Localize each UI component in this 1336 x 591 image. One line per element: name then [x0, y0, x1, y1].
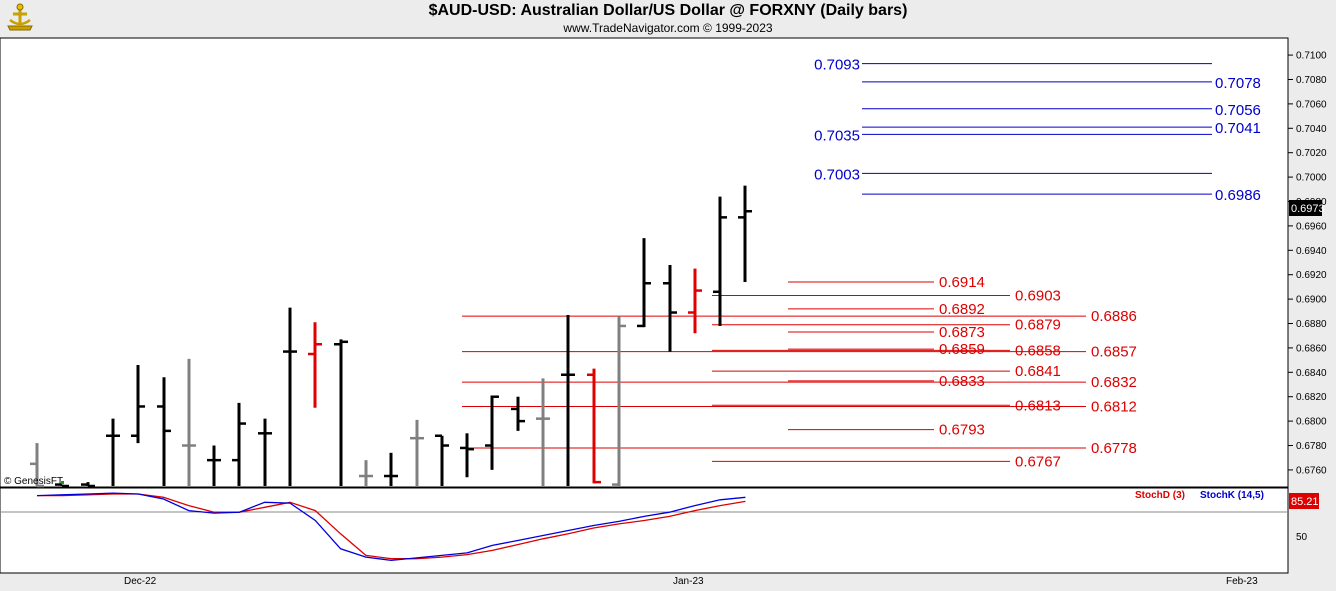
red-level-label: 0.6859: [939, 341, 985, 358]
x-label-feb23: Feb-23: [1226, 576, 1258, 587]
red-level-label: 0.6767: [1015, 453, 1061, 470]
navigator-logo-icon: [7, 3, 33, 31]
price-tick-label: 0.6880: [1296, 319, 1327, 330]
red-level-label: 0.6857: [1091, 344, 1137, 361]
price-tick-label: 0.7020: [1296, 148, 1327, 159]
red-level-label: 0.6813: [1015, 397, 1061, 414]
price-tick-label: 0.6920: [1296, 270, 1327, 281]
price-tick-label: 0.6960: [1296, 221, 1327, 232]
stochk-line: [36, 492, 746, 562]
red-level-label: 0.6886: [1091, 308, 1137, 325]
red-level-label: 0.6873: [939, 324, 985, 341]
stochastic-layer: [36, 492, 746, 562]
indicator-last-label: 85.21: [1291, 496, 1319, 508]
chart-header: $AUD-USD: Australian Dollar/US Dollar @ …: [0, 0, 1336, 38]
price-tick-label: 0.6860: [1296, 343, 1327, 354]
blue-level-label: 0.7041: [1215, 120, 1261, 137]
red-level-label: 0.6903: [1015, 287, 1061, 304]
price-tick-label: 0.6800: [1296, 417, 1327, 428]
red-level-label: 0.6812: [1091, 398, 1137, 415]
price-tick-label: 0.6840: [1296, 368, 1327, 379]
chart-subtitle: www.TradeNavigator.com © 1999-2023: [563, 21, 773, 35]
stochk-label: StochK (14,5): [1200, 490, 1264, 501]
price-tick-label: 0.7000: [1296, 173, 1327, 184]
red-level-label: 0.6892: [939, 301, 985, 318]
red-level-label: 0.6879: [1015, 317, 1061, 334]
price-tick-label: 0.6780: [1296, 441, 1327, 452]
price-tick-label: 0.6900: [1296, 295, 1327, 306]
blue-level-label: 0.7056: [1215, 102, 1261, 119]
watermark-dot: [61, 481, 64, 484]
red-level-label: 0.6858: [1015, 342, 1061, 359]
x-label-dec22: Dec-22: [124, 576, 157, 587]
red-level-label: 0.6793: [939, 422, 985, 439]
price-tick-label: 0.6760: [1296, 465, 1327, 476]
red-level-label: 0.6833: [939, 373, 985, 390]
price-tick-label: 0.6820: [1296, 392, 1327, 403]
blue-level-label: 0.7035: [814, 127, 860, 144]
indicator-tick-50: 50: [1296, 532, 1308, 543]
last-price-marker: [1289, 200, 1322, 216]
x-label-jan23: Jan-23: [673, 576, 704, 587]
blue-level-label: 0.7078: [1215, 75, 1261, 92]
indicator-last-marker: [1289, 493, 1319, 509]
red-level-label: 0.6778: [1091, 440, 1137, 457]
red-level-label: 0.6832: [1091, 374, 1137, 391]
bars-layer: [30, 185, 752, 488]
price-tick-label: 0.7100: [1296, 51, 1327, 62]
watermark: © GenesisFT: [4, 476, 63, 487]
stochd-line: [37, 493, 746, 560]
price-tick-label: 0.7040: [1296, 124, 1327, 135]
blue-level-label: 0.6986: [1215, 187, 1261, 204]
last-price-label: 0.6973: [1291, 203, 1325, 215]
indicator-panel: [0, 487, 1289, 574]
price-tick-label: 0.7060: [1296, 99, 1327, 110]
price-axis: [1289, 38, 1336, 573]
blue-level-label: 0.7093: [814, 57, 860, 74]
red-level-label: 0.6914: [939, 274, 985, 291]
price-tick-label: 0.6940: [1296, 246, 1327, 257]
stochd-label: StochD (3): [1135, 490, 1185, 501]
blue-level-label: 0.7003: [814, 166, 860, 183]
red-level-label: 0.6841: [1015, 363, 1061, 380]
price-tick-label: 0.7080: [1296, 75, 1327, 86]
chart-title: $AUD-USD: Australian Dollar/US Dollar @ …: [428, 2, 908, 19]
